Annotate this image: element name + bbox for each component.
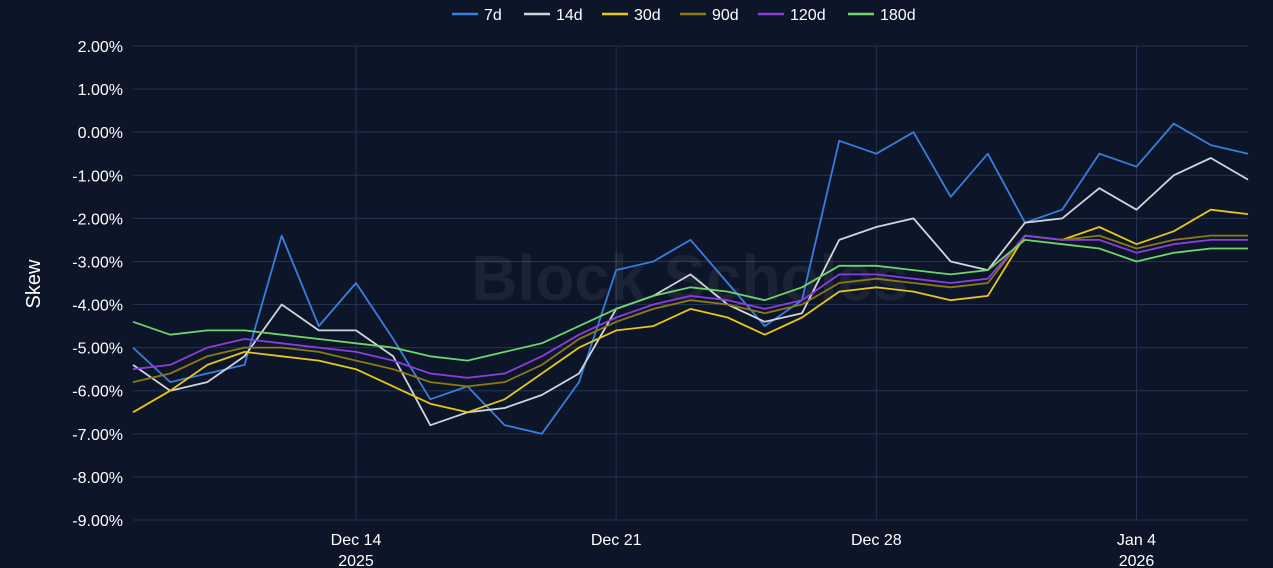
- x-tick-label: Dec 14: [331, 532, 382, 549]
- legend-label: 90d: [712, 7, 739, 24]
- x-axis-ticks: Dec 14 2025 Dec 21 Dec 28 Jan 4 2026: [331, 532, 1157, 568]
- x-tick-label: Dec 28: [851, 532, 902, 549]
- y-tick-label: -8.00%: [72, 470, 123, 487]
- legend-label: 120d: [790, 7, 826, 24]
- y-axis-ticks: 2.00% 1.00% 0.00% -1.00% -2.00% -3.00% -4.00% -…: [72, 39, 123, 530]
- y-tick-label: 2.00%: [78, 39, 123, 56]
- series-line-120d: [132, 234, 1248, 379]
- y-tick-label: 0.00%: [78, 125, 123, 142]
- legend[interactable]: 7d 14d 30d 90d 120d 180d: [452, 7, 916, 24]
- y-tick-label: -2.00%: [72, 211, 123, 228]
- legend-label: 180d: [880, 7, 916, 24]
- legend-item-180d[interactable]: 180d: [848, 7, 916, 24]
- x-tick-year-label: 2026: [1119, 553, 1155, 568]
- legend-item-30d[interactable]: 30d: [602, 7, 661, 24]
- y-tick-label: -7.00%: [72, 427, 123, 444]
- y-tick-label: -6.00%: [72, 384, 123, 401]
- legend-item-90d[interactable]: 90d: [680, 7, 739, 24]
- series-line-14d: [132, 157, 1249, 427]
- watermark: Block Scholes: [471, 242, 909, 314]
- y-tick-label: 1.00%: [78, 82, 123, 99]
- y-tick-label: -4.00%: [72, 298, 123, 315]
- y-tick-label: -5.00%: [72, 341, 123, 358]
- legend-item-7d[interactable]: 7d: [452, 7, 502, 24]
- x-tick-label: Jan 4: [1117, 532, 1156, 549]
- x-tick-year-label: 2025: [338, 553, 374, 568]
- series-line-7d: [132, 122, 1249, 435]
- legend-label: 14d: [556, 7, 583, 24]
- y-tick-label: -1.00%: [72, 168, 123, 185]
- series-line-180d: [132, 238, 1248, 362]
- series-lines: [132, 122, 1249, 435]
- legend-label: 30d: [634, 7, 661, 24]
- legend-item-120d[interactable]: 120d: [758, 7, 826, 24]
- x-tick-label: Dec 21: [591, 532, 642, 549]
- y-axis-title: Skew: [23, 259, 45, 308]
- y-tick-label: -9.00%: [72, 513, 123, 530]
- y-tick-label: -3.00%: [72, 254, 123, 271]
- legend-label: 7d: [484, 7, 502, 24]
- legend-item-14d[interactable]: 14d: [524, 7, 583, 24]
